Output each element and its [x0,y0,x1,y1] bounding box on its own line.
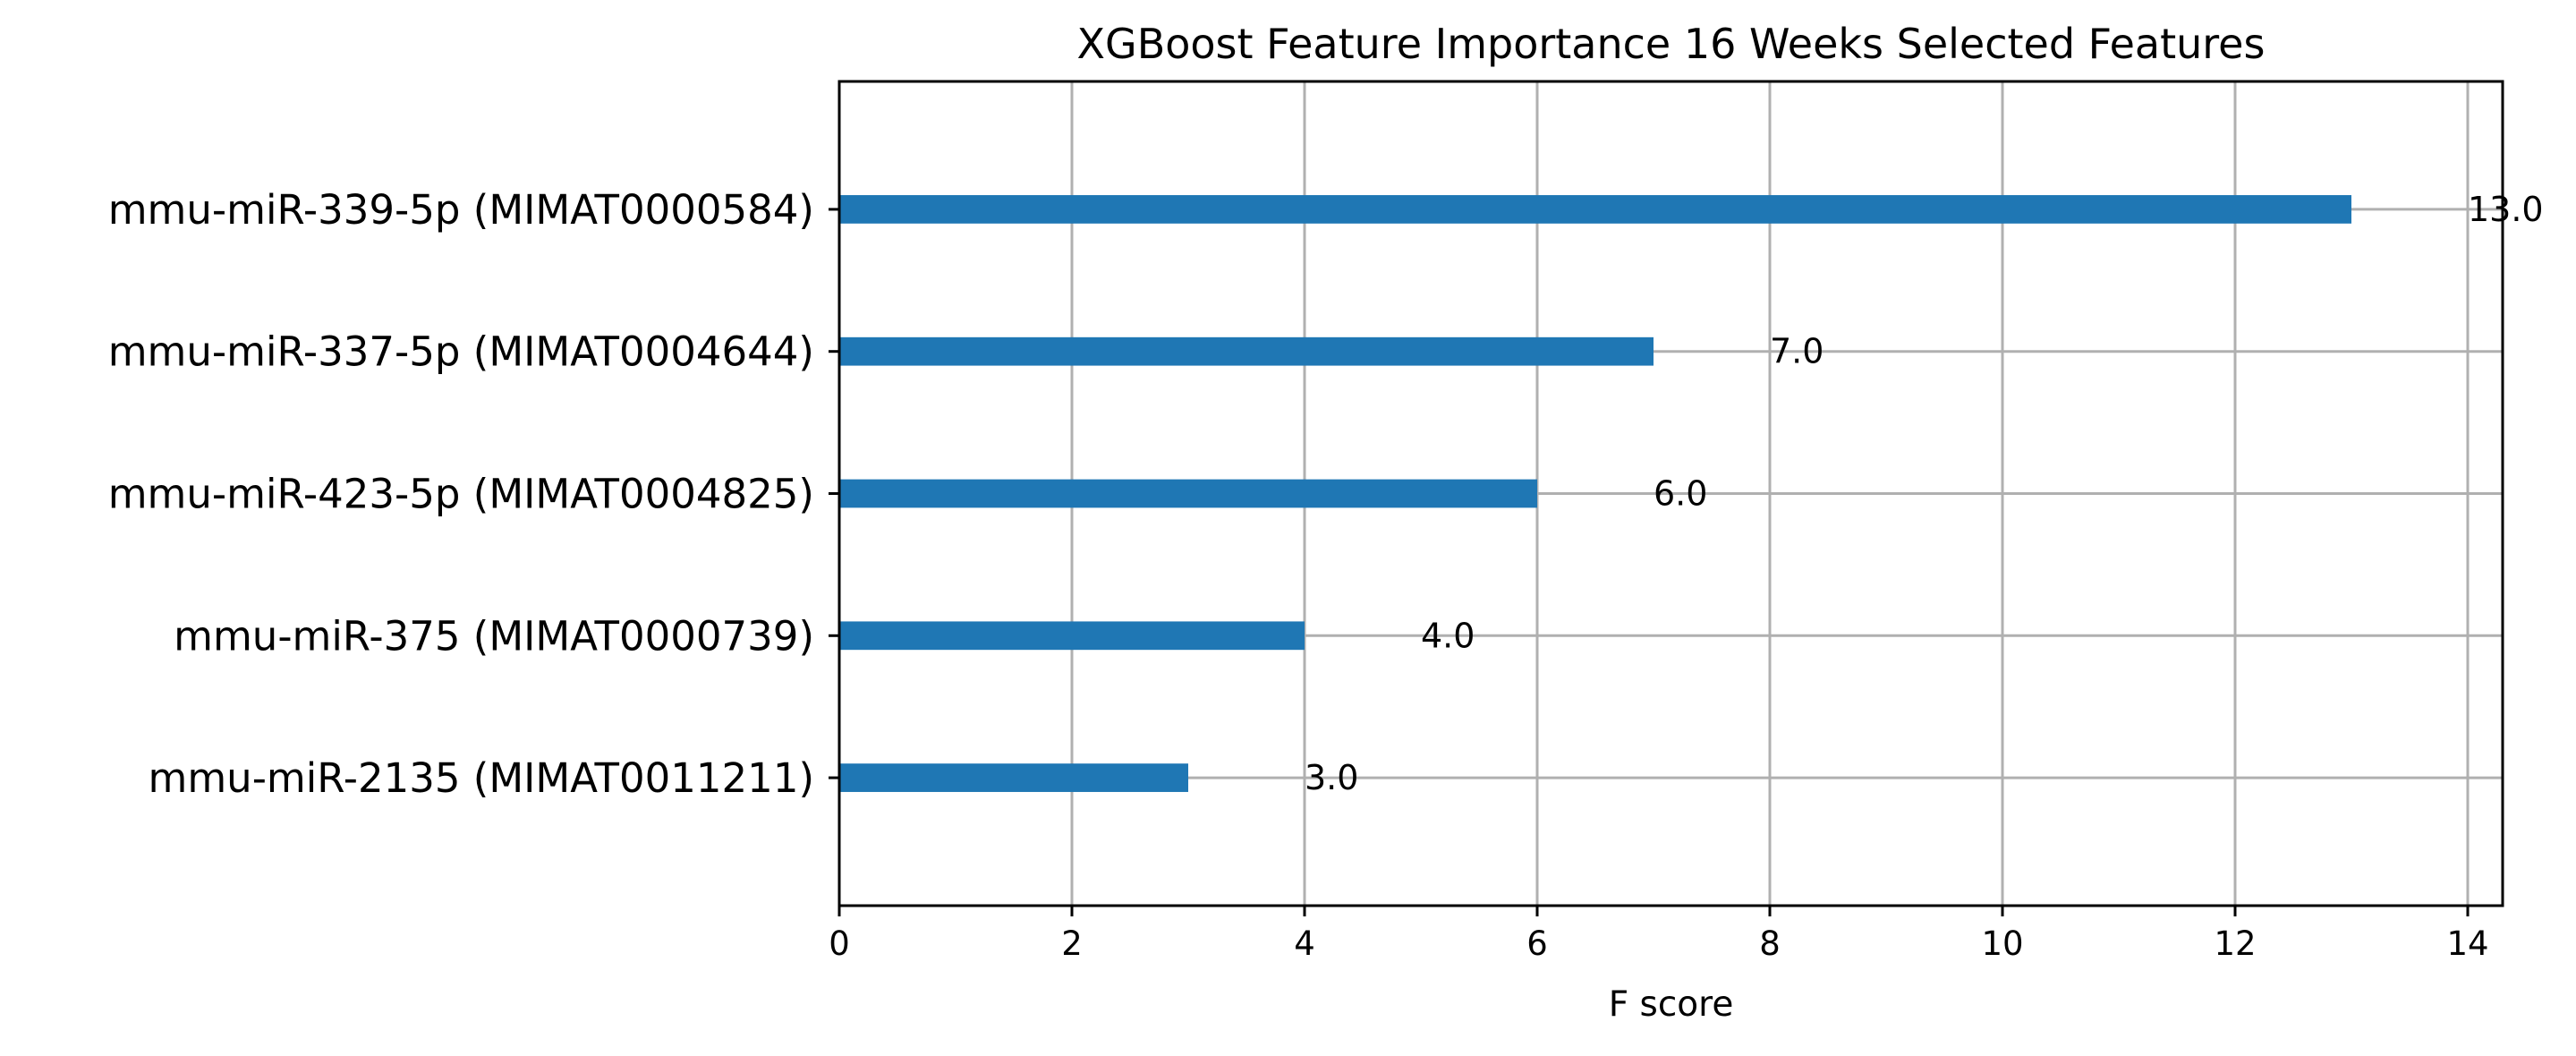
y-tick-label: mmu-miR-423-5p (MIMAT0004825) [108,471,814,518]
y-tick-label: mmu-miR-2135 (MIMAT0011211) [149,754,815,802]
y-tick-label: mmu-miR-339-5p (MIMAT0000584) [108,186,814,234]
bars [839,195,2351,792]
bar [839,621,1305,651]
bar-value-label: 3.0 [1305,758,1358,797]
bar [839,479,1537,508]
bar [839,195,2351,224]
data-labels: 3.0 4.0 6.0 7.0 13.0 [1305,190,2544,797]
x-tick-label: 4 [1294,924,1315,963]
bar [839,763,1188,792]
x-tick-label: 8 [1759,924,1781,963]
x-tick-label: 14 [2446,924,2488,963]
chart-title: XGBoost Feature Importance 16 Weeks Sele… [1077,20,2266,68]
y-tick-label: mmu-miR-375 (MIMAT0000739) [174,612,814,660]
x-tick-label: 0 [829,924,850,963]
bar-value-label: 6.0 [1654,474,1707,514]
x-tick-label: 6 [1526,924,1548,963]
bar [839,336,1654,366]
bar-value-label: 4.0 [1421,616,1475,655]
bar-value-label: 13.0 [2468,190,2544,229]
y-tick-label: mmu-miR-337-5p (MIMAT0004644) [108,328,814,376]
bar-value-label: 7.0 [1770,332,1824,371]
x-axis-ticks: 0 2 4 6 8 10 12 14 [829,906,2489,963]
x-tick-label: 10 [1981,924,2023,963]
x-axis-label: F score [1609,984,1734,1025]
y-axis-ticks: mmu-miR-2135 (MIMAT0011211) mmu-miR-375 (… [108,186,839,802]
x-tick-label: 12 [2214,924,2256,963]
x-tick-label: 2 [1061,924,1083,963]
